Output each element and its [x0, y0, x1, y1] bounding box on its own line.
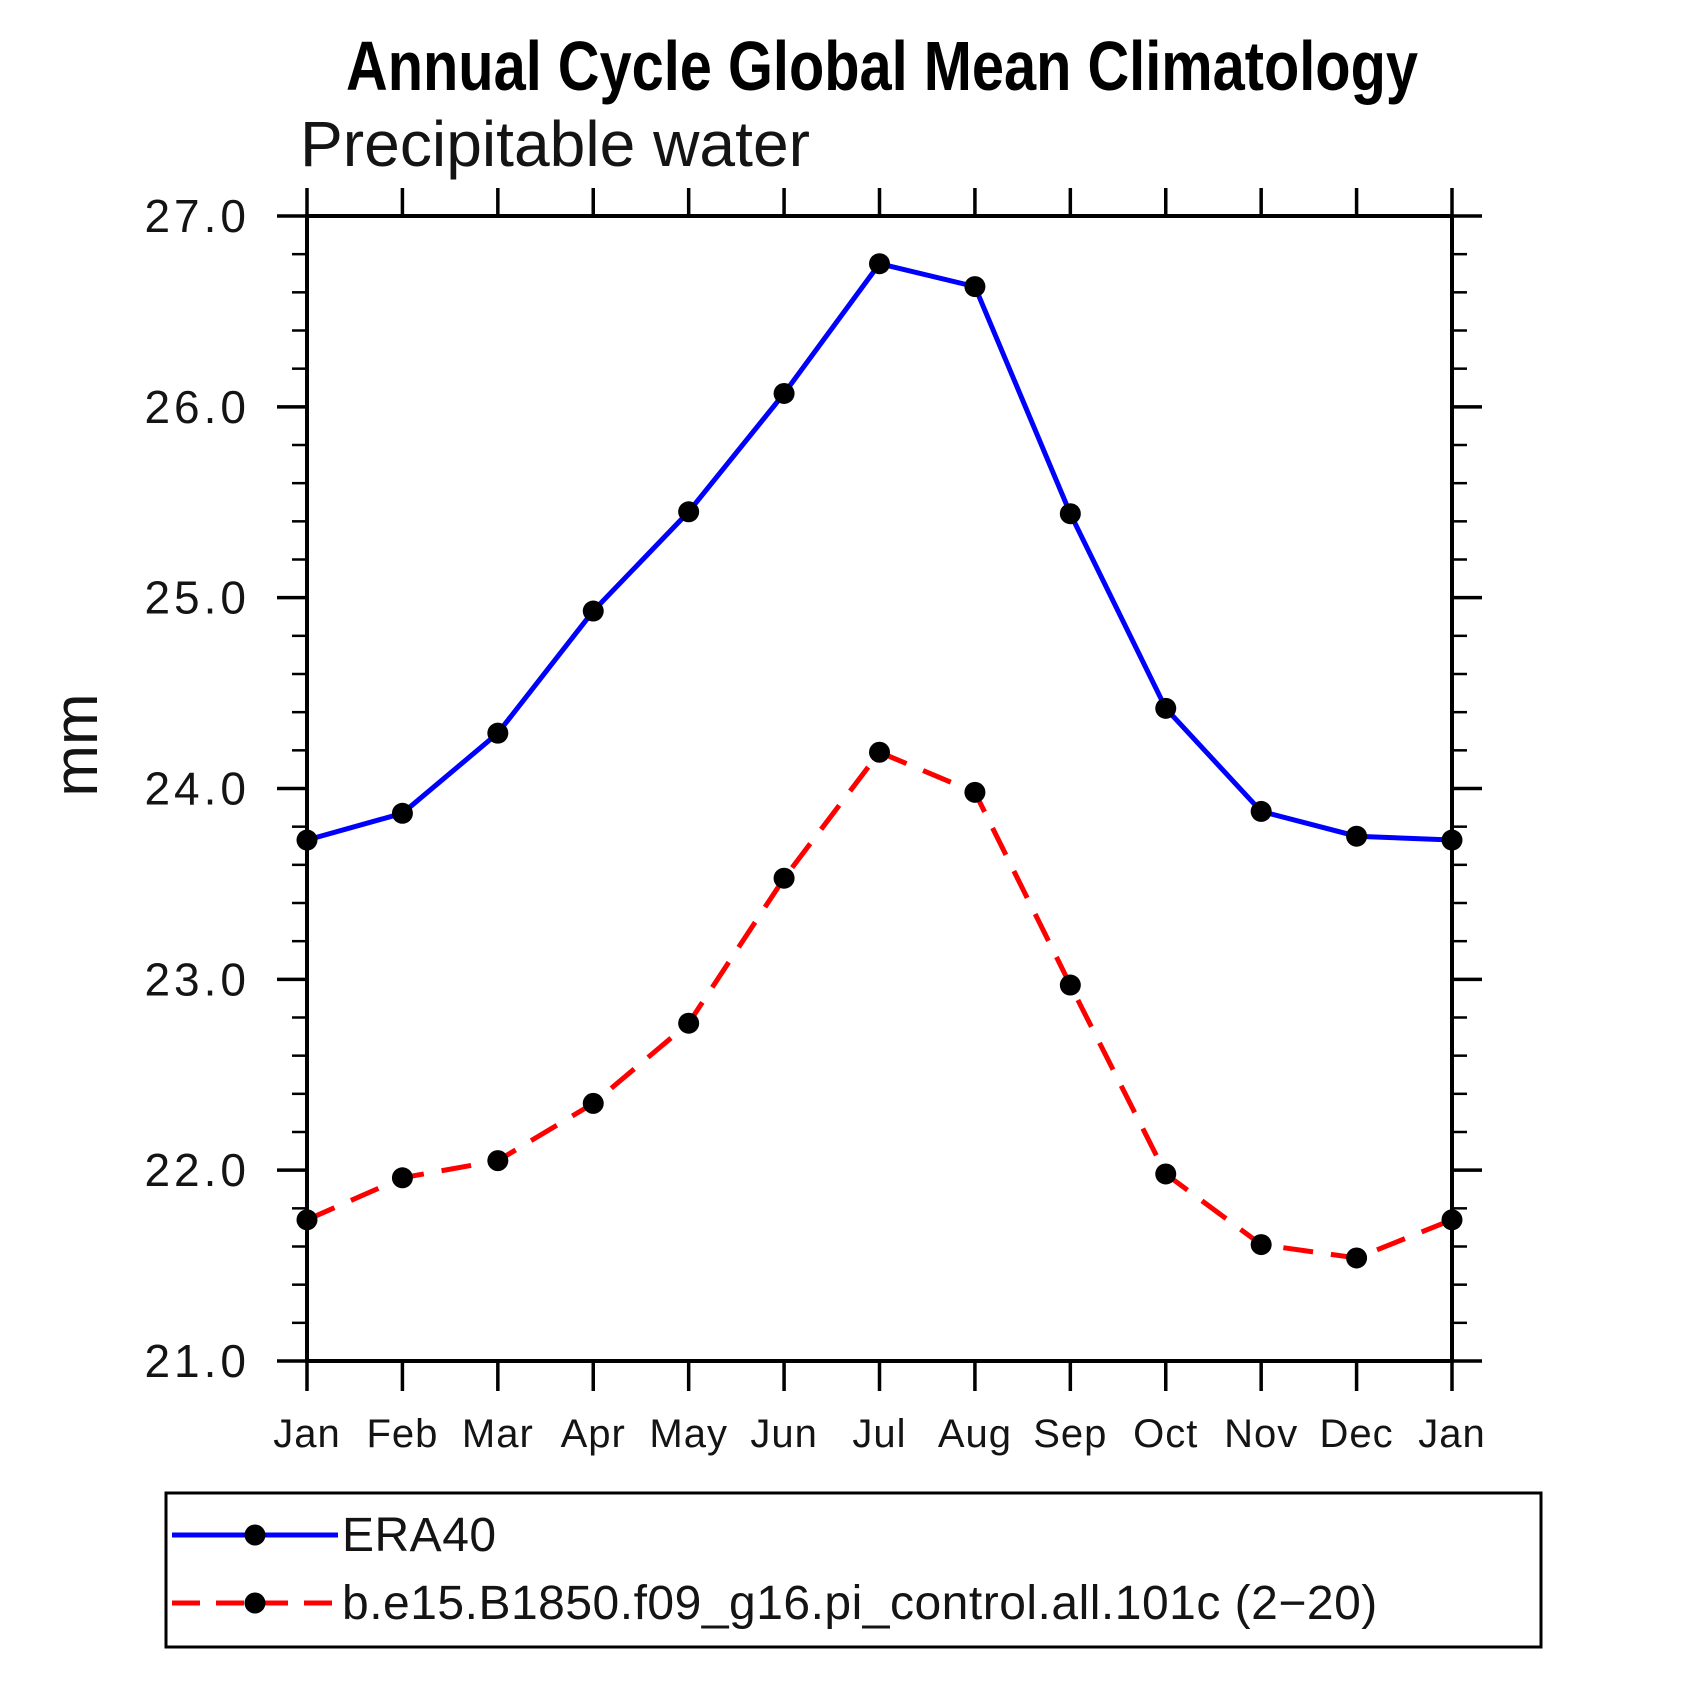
y-tick-label: 26.0 — [144, 381, 250, 433]
series-marker — [296, 829, 318, 851]
y-tick-label: 24.0 — [144, 763, 250, 815]
x-tick-label: Apr — [561, 1412, 626, 1456]
x-axis-tick-labels: Jan Feb Mar Apr May Jun Jul Aug Sep Oct Nov Dec Jan — [273, 1412, 1486, 1456]
plot-frame — [305, 214, 1454, 1363]
series-marker — [1155, 697, 1177, 719]
series-marker — [1155, 1163, 1177, 1185]
series-group — [296, 253, 1463, 1269]
series-marker — [1441, 1209, 1463, 1231]
series-marker — [487, 1150, 509, 1172]
legend-label: b.e15.B1850.f09_g16.pi_control.all.101c … — [342, 1577, 1378, 1630]
x-axis-ticks — [305, 188, 1454, 1391]
series-marker — [296, 1209, 318, 1231]
series-marker — [869, 741, 890, 763]
series-marker — [582, 600, 604, 622]
series-marker — [678, 1012, 700, 1034]
chart-subtitle: Precipitable water — [300, 108, 810, 180]
legend-box — [164, 1491, 1543, 1649]
y-axis-label: mm — [42, 693, 111, 796]
y-tick-label: 21.0 — [144, 1335, 250, 1387]
x-tick-label: Oct — [1133, 1412, 1198, 1456]
series-marker — [1346, 1247, 1368, 1269]
x-tick-label: Dec — [1320, 1412, 1394, 1456]
x-tick-label: May — [649, 1412, 728, 1456]
series-marker — [1250, 1234, 1272, 1256]
legend-marker — [244, 1524, 266, 1546]
y-axis-ticks — [277, 214, 1482, 1363]
x-tick-label: Sep — [1033, 1412, 1107, 1456]
y-tick-label: 27.0 — [144, 190, 250, 242]
series-marker — [1059, 974, 1081, 996]
series-marker — [1059, 503, 1081, 525]
legend-marker — [244, 1592, 266, 1614]
series-marker — [1346, 825, 1368, 847]
series-marker — [964, 781, 986, 803]
series-marker — [1441, 829, 1463, 851]
x-tick-label: Jan — [1418, 1412, 1486, 1456]
legend-label: ERA40 — [342, 1509, 497, 1562]
y-tick-label: 25.0 — [144, 572, 250, 624]
series-marker — [964, 276, 986, 298]
frame-rect — [305, 214, 1454, 1363]
series-marker — [1250, 800, 1272, 822]
series-marker — [487, 722, 509, 744]
series-marker — [773, 867, 795, 889]
series-marker — [391, 802, 413, 824]
y-axis-tick-labels: 21.0 22.0 23.0 24.0 25.0 26.0 27.0 — [144, 190, 250, 1387]
legend: ERA40 b.e15.B1850.f09_g16.pi_control.all.… — [164, 1491, 1543, 1649]
x-tick-label: Mar — [462, 1412, 534, 1456]
series-marker — [582, 1092, 604, 1114]
x-tick-label: Jun — [750, 1412, 818, 1456]
series-marker — [678, 501, 700, 523]
series-marker — [869, 253, 890, 275]
x-tick-label: Nov — [1224, 1412, 1298, 1456]
series-line-1 — [305, 749, 1453, 1261]
x-tick-label: Jan — [273, 1412, 341, 1456]
chart-title: Annual Cycle Global Mean Climatology — [346, 27, 1418, 105]
x-tick-label: Aug — [938, 1412, 1012, 1456]
x-tick-label: Jul — [852, 1412, 906, 1456]
series-marker — [391, 1167, 413, 1189]
y-tick-label: 22.0 — [144, 1144, 250, 1196]
x-tick-label: Feb — [366, 1412, 438, 1456]
series-marker — [773, 382, 795, 404]
y-tick-label: 23.0 — [144, 953, 250, 1005]
